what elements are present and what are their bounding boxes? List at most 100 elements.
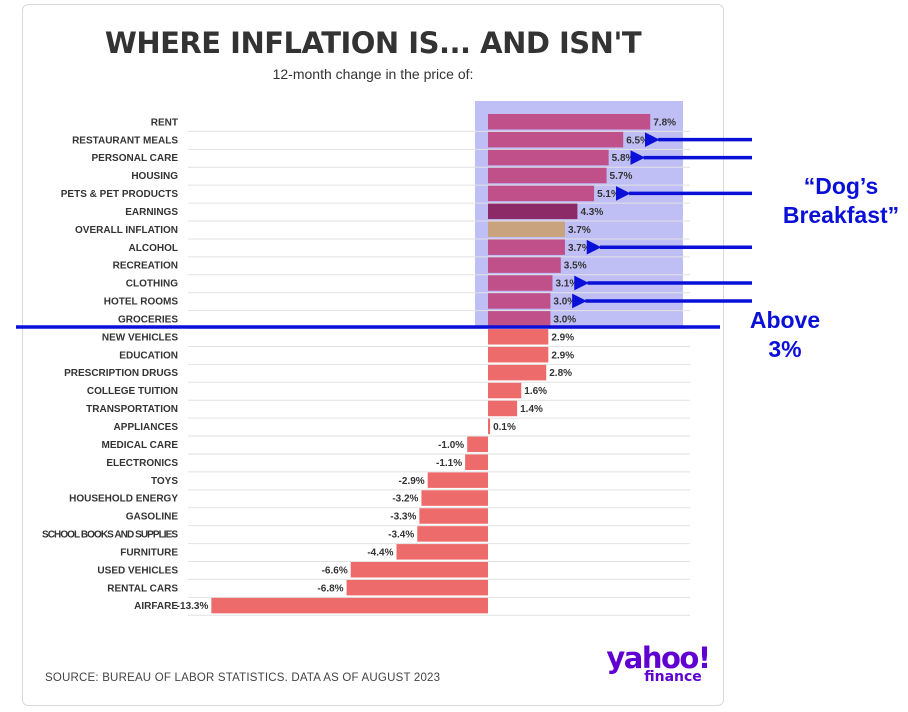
bar-hotel-rooms xyxy=(488,293,551,309)
bar-pets-pet-products xyxy=(488,185,595,202)
value-label: -6.6% xyxy=(322,565,348,576)
bar-toys xyxy=(427,472,488,488)
bar-housing xyxy=(488,167,607,184)
category-label: USED VEHICLES xyxy=(97,565,178,576)
bar-used-vehicles xyxy=(350,562,488,578)
value-label: 2.9% xyxy=(551,350,574,361)
chart-subtitle: 12-month change in the price of: xyxy=(272,66,474,82)
bar-transportation xyxy=(488,400,518,417)
bar-electronics xyxy=(465,454,488,470)
bar-household-energy xyxy=(421,490,488,506)
value-label: -13.3% xyxy=(177,601,209,612)
value-label: 5.8% xyxy=(612,153,635,164)
category-label: CLOTHING xyxy=(126,279,178,290)
bar-earnings xyxy=(488,203,578,220)
category-label: ELECTRONICS xyxy=(106,458,178,469)
category-label: EARNINGS xyxy=(125,207,178,218)
value-label: 5.1% xyxy=(597,189,620,200)
category-label: MEDICAL CARE xyxy=(102,440,179,451)
value-label: 3.7% xyxy=(568,243,591,254)
value-label: 0.1% xyxy=(493,422,516,433)
value-label: -3.4% xyxy=(388,530,414,541)
category-label: EDUCATION xyxy=(119,350,178,361)
category-label: PRESCRIPTION DRUGS xyxy=(64,368,178,379)
logo-yahoo-text: yahoo! xyxy=(606,641,711,675)
category-label: GROCERIES xyxy=(118,314,178,325)
value-label: 1.4% xyxy=(520,404,543,415)
logo-finance-text: finance xyxy=(644,669,702,685)
dogs-breakfast-annotation: “Dog’s Breakfast” xyxy=(774,172,908,231)
category-label: RENT xyxy=(151,117,178,128)
above-3-annotation: Above 3% xyxy=(740,306,830,365)
category-label: TRANSPORTATION xyxy=(86,404,178,415)
category-label: RESTAURANT MEALS xyxy=(72,135,178,146)
category-label: ALCOHOL xyxy=(129,243,178,254)
bar-clothing xyxy=(488,275,553,291)
value-label: 4.3% xyxy=(580,207,603,218)
grid-lines xyxy=(188,130,690,616)
value-label: -6.8% xyxy=(317,583,343,594)
chart-title: WHERE INFLATION IS... AND ISN'T xyxy=(104,26,642,60)
dogs-breakfast-line2: Breakfast” xyxy=(782,202,900,229)
category-label: RENTAL CARS xyxy=(107,583,178,594)
bar-education xyxy=(488,346,549,363)
bars xyxy=(211,114,651,614)
category-label: COLLEGE TUITION xyxy=(87,386,178,397)
value-label: 2.8% xyxy=(549,368,572,379)
value-label: 3.7% xyxy=(568,225,591,236)
category-label: FURNITURE xyxy=(120,547,178,558)
category-label: AIRFARE xyxy=(134,601,178,612)
value-labels: 7.8% 6.5% 5.8% 5.7% 5.1% 4.3% 3.7% 3.7% 3.5% 3.1%… xyxy=(177,117,676,612)
bar-appliances xyxy=(488,418,491,435)
value-label: -2.9% xyxy=(399,476,425,487)
bar-gasoline xyxy=(419,508,488,524)
bar-college-tuition xyxy=(488,382,522,399)
value-label: -4.4% xyxy=(367,547,393,558)
category-label: PETS & PET PRODUCTS xyxy=(61,189,179,200)
category-label: TOYS xyxy=(151,476,178,487)
source-note: SOURCE: BUREAU OF LABOR STATISTICS. DATA… xyxy=(45,672,441,684)
dogs-breakfast-line1: “Dog’s xyxy=(803,173,879,199)
bar-medical-care xyxy=(467,436,488,453)
category-label: RECREATION xyxy=(113,261,178,272)
bar-groceries xyxy=(488,311,551,327)
value-label: -1.1% xyxy=(436,458,462,469)
value-label: 2.9% xyxy=(551,332,574,343)
bar-recreation xyxy=(488,257,561,273)
bar-restaurant-meals xyxy=(488,131,624,148)
category-labels: RENT RESTAURANT MEALS PERSONAL CARE HOUSING… xyxy=(42,117,178,612)
bar-school-books-and-supplies xyxy=(417,526,488,542)
above-3-line2: 3% xyxy=(768,336,802,363)
category-label: HOUSEHOLD ENERGY xyxy=(69,494,178,505)
bar-airfare xyxy=(211,597,489,614)
bar-personal-care xyxy=(488,149,609,166)
category-label: SCHOOL BOOKS AND SUPPLIES xyxy=(42,530,178,541)
category-label: HOTEL ROOMS xyxy=(104,297,179,308)
bar-prescription-drugs xyxy=(488,364,547,381)
bar-rent xyxy=(488,114,651,130)
bar-overall-inflation xyxy=(488,221,565,238)
bar-alcohol xyxy=(488,239,565,255)
value-label: -3.2% xyxy=(392,494,418,505)
bar-furniture xyxy=(396,544,488,560)
bar-rental-cars xyxy=(346,579,488,596)
value-label: -1.0% xyxy=(438,440,464,451)
bar-new-vehicles xyxy=(488,329,549,345)
yahoo-finance-logo: yahoo! finance xyxy=(603,641,713,685)
value-label: 3.0% xyxy=(553,314,576,325)
value-label: 3.0% xyxy=(553,297,576,308)
value-label: 3.1% xyxy=(555,279,578,290)
annotation-arrows xyxy=(572,132,752,309)
above-3-line1: Above xyxy=(749,307,821,333)
value-label: -3.3% xyxy=(390,512,416,523)
category-label: PERSONAL CARE xyxy=(92,153,179,164)
value-label: 5.7% xyxy=(610,171,633,182)
value-label: 6.5% xyxy=(626,135,649,146)
value-label: 3.5% xyxy=(564,261,587,272)
category-label: NEW VEHICLES xyxy=(102,332,178,343)
category-label: HOUSING xyxy=(131,171,178,182)
category-label: GASOLINE xyxy=(126,512,179,523)
category-label: OVERALL INFLATION xyxy=(75,225,178,236)
value-label: 1.6% xyxy=(524,386,547,397)
